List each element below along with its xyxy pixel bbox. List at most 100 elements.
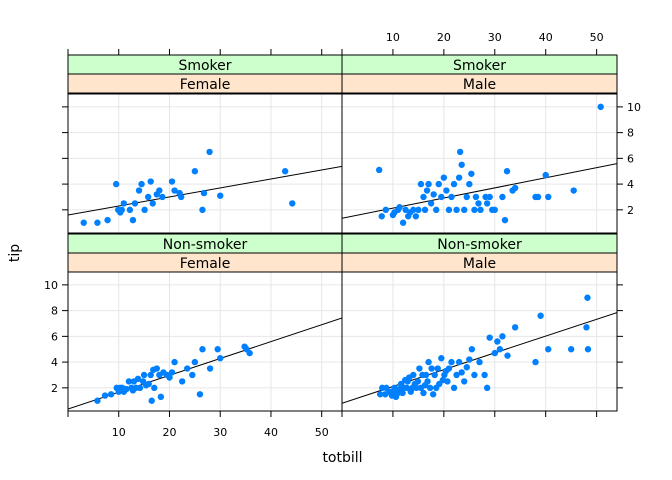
data-point <box>217 192 224 199</box>
data-point <box>424 378 431 385</box>
data-point <box>567 346 575 353</box>
data-point <box>491 206 498 214</box>
data-point <box>472 193 480 201</box>
data-point <box>584 346 592 353</box>
data-point <box>468 346 476 353</box>
data-point <box>214 346 221 353</box>
data-point <box>196 391 204 398</box>
data-point <box>151 384 158 392</box>
data-point <box>101 392 109 399</box>
data-point <box>483 200 491 207</box>
data-point <box>584 294 591 301</box>
panel-frame <box>341 93 618 234</box>
data-point <box>206 365 214 372</box>
data-point <box>131 200 139 207</box>
data-point <box>433 206 440 214</box>
data-point <box>434 365 441 372</box>
data-point <box>481 371 488 379</box>
data-point <box>486 193 493 201</box>
y-tick-label: 2 <box>51 382 58 395</box>
data-point <box>168 178 176 185</box>
data-point <box>444 378 451 385</box>
data-point <box>534 193 542 201</box>
data-point <box>511 324 519 331</box>
data-point <box>199 206 206 214</box>
y-tick-label: 4 <box>51 356 58 369</box>
data-point <box>104 216 111 224</box>
data-point <box>375 166 383 174</box>
data-point <box>537 312 544 319</box>
data-point <box>125 378 133 385</box>
data-point <box>246 349 253 357</box>
data-point <box>171 358 178 366</box>
data-point <box>503 168 511 175</box>
data-point <box>496 346 504 353</box>
data-point <box>391 384 398 392</box>
x-tick-label: 20 <box>162 426 176 439</box>
strip-label-outer: Smoker <box>178 58 231 74</box>
data-point <box>597 103 604 111</box>
data-point <box>425 180 432 188</box>
data-point <box>450 180 458 188</box>
data-point <box>147 371 154 379</box>
data-point <box>120 200 128 207</box>
data-point <box>438 355 445 362</box>
data-point <box>177 193 185 201</box>
data-point <box>144 193 152 201</box>
data-point <box>542 171 549 179</box>
data-point <box>113 180 120 188</box>
x-tick-label: 20 <box>437 31 451 44</box>
y-tick-label: 2 <box>627 204 634 217</box>
x-axis-title: totbill <box>322 450 362 466</box>
data-point <box>455 174 463 181</box>
strip-label-inner: Female <box>180 77 231 93</box>
data-point <box>450 384 458 392</box>
data-point <box>466 180 473 188</box>
data-point <box>583 324 590 331</box>
data-point <box>431 371 438 379</box>
data-point <box>430 191 437 198</box>
data-point <box>166 374 173 381</box>
data-point <box>463 364 470 371</box>
strip-label-inner: Female <box>180 256 231 272</box>
data-point <box>396 204 403 211</box>
data-point <box>140 371 148 379</box>
data-point <box>168 369 176 376</box>
data-point <box>136 384 144 392</box>
data-point <box>456 148 464 156</box>
data-point <box>129 216 137 224</box>
data-point <box>483 384 491 392</box>
data-point <box>94 397 101 404</box>
y-tick-label: 6 <box>51 330 58 343</box>
panel-frame <box>341 271 618 412</box>
strip-label-inner: Male <box>463 77 496 93</box>
data-point <box>570 187 577 194</box>
data-point <box>504 352 511 359</box>
data-point <box>191 358 199 366</box>
data-point <box>545 193 552 201</box>
data-point <box>486 334 493 341</box>
strip-label-outer: Non-smoker <box>437 237 522 253</box>
data-point <box>463 193 470 201</box>
data-point <box>511 184 519 192</box>
strip-label-outer: Smoker <box>453 58 506 74</box>
strip-label-outer: Non-smoker <box>163 237 248 253</box>
data-point <box>147 178 154 185</box>
data-point <box>422 371 430 379</box>
data-point <box>149 200 156 207</box>
data-point <box>118 206 125 214</box>
data-point <box>491 349 498 357</box>
data-point <box>438 193 445 201</box>
y-tick-label: 10 <box>627 101 641 114</box>
data-point <box>501 216 509 224</box>
data-point <box>545 346 552 353</box>
data-point <box>217 355 224 362</box>
x-tick-label: 30 <box>488 31 502 44</box>
data-point <box>141 206 148 214</box>
data-point <box>461 206 468 214</box>
data-point <box>532 358 539 366</box>
data-point <box>458 369 465 376</box>
data-point <box>157 393 165 401</box>
y-axis-title: tip <box>7 244 23 262</box>
